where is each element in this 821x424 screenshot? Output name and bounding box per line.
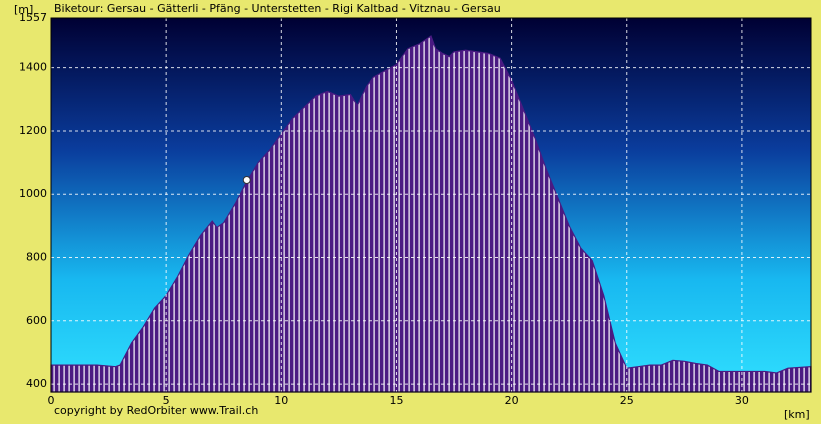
x-tick-label: 10: [274, 394, 288, 407]
plot-border: [50, 17, 812, 393]
x-tick-label: 30: [735, 394, 749, 407]
credit: copyright by RedOrbiter www.Trail.ch: [54, 404, 258, 417]
y-tick-label: 1400: [19, 61, 47, 74]
x-tick-label: 15: [389, 394, 403, 407]
elevation-area: [50, 35, 812, 393]
y-tick-label: 600: [26, 314, 47, 327]
y-tick-label: 1557: [19, 11, 47, 24]
y-tick-label: 1200: [19, 124, 47, 137]
position-marker: [242, 176, 251, 185]
y-tick-label: 1000: [19, 187, 47, 200]
x-tick-label: 0: [48, 394, 55, 407]
y-tick-label: 400: [26, 377, 47, 390]
x-tick-label: 20: [505, 394, 519, 407]
x-tick-label: 25: [620, 394, 634, 407]
chart-title: Biketour: Gersau - Gätterli - Pfäng - Un…: [54, 2, 501, 15]
y-axis-label: [m]: [14, 3, 33, 16]
x-tick-label: 5: [163, 394, 170, 407]
x-axis-label: [km]: [784, 408, 810, 421]
y-tick-label: 800: [26, 251, 47, 264]
